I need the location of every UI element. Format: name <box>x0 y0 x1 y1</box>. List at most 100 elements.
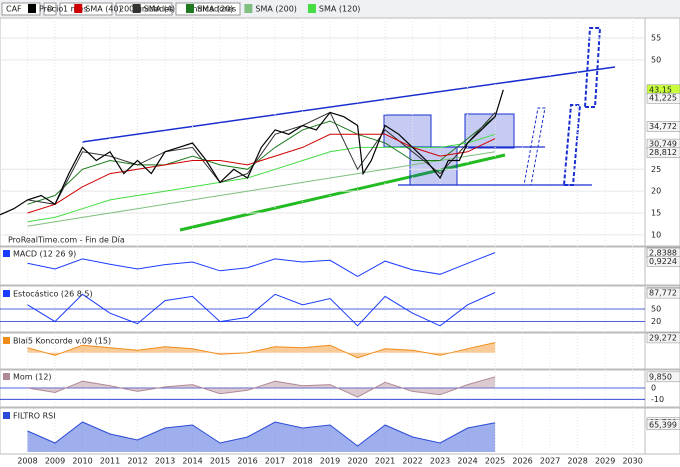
units[interactable]: 200 unidades <box>119 5 173 14</box>
panel-icon <box>3 412 10 419</box>
mode-box[interactable] <box>43 2 57 16</box>
x-tick-label: 2027 <box>540 457 560 466</box>
price-tag-label: 9,850 <box>649 372 672 381</box>
y-tick-label: 20 <box>651 187 661 196</box>
price-tag <box>646 419 680 431</box>
y-tick-label: 15 <box>651 209 661 218</box>
x-tick-label: 2010 <box>72 457 92 466</box>
x-tick-label: 2028 <box>567 457 587 466</box>
panel-icon <box>3 373 10 380</box>
watermark: ProRealTime.com - Fin de Día <box>8 236 125 245</box>
panel <box>0 332 680 371</box>
y-tick-label: 55 <box>651 33 661 42</box>
panel-icon <box>3 337 10 344</box>
price-tag <box>646 121 680 132</box>
legend-swatch <box>28 4 36 13</box>
x-tick-label: 2030 <box>622 457 642 466</box>
x-tick-label: 2015 <box>210 457 230 466</box>
line <box>27 421 496 447</box>
indicators[interactable]: Indicadores <box>190 5 236 14</box>
area <box>27 422 496 452</box>
price-tag-label: 0,9224 <box>649 257 677 266</box>
line <box>27 133 496 223</box>
legend-swatch <box>307 4 316 13</box>
box <box>464 113 515 149</box>
line <box>27 252 496 277</box>
price-tag <box>646 92 680 104</box>
panel <box>0 407 680 455</box>
trend-line <box>81 66 616 143</box>
legend-swatch <box>132 4 141 13</box>
x-tick-label: 2017 <box>265 457 285 466</box>
x-tick-label: 2011 <box>100 457 120 466</box>
legend-label: SMA (20) <box>197 5 233 14</box>
x-tick-label: 2019 <box>320 457 340 466</box>
price-tag-label: 41,225 <box>649 94 677 103</box>
legend-label: Precio <box>39 5 63 14</box>
price-tag <box>646 287 680 299</box>
panel-icon <box>3 290 10 297</box>
line <box>27 376 496 398</box>
panel-title: FILTRO RSI <box>13 412 56 421</box>
price-tag-label: 30,749 <box>649 140 677 149</box>
line <box>27 116 496 205</box>
price-tag <box>646 332 680 344</box>
x-tick-label: 2009 <box>45 457 65 466</box>
x-tick-label: 2029 <box>595 457 615 466</box>
projection <box>583 27 602 108</box>
box <box>383 114 432 148</box>
line <box>27 292 496 327</box>
line <box>0 89 504 216</box>
price-tag <box>646 147 680 158</box>
panel <box>0 245 680 286</box>
legend-label: SMA (4) <box>144 5 175 14</box>
panel-title: Mom (12) <box>13 373 52 382</box>
symbol[interactable]: CAF <box>6 5 22 14</box>
legend-swatch <box>74 4 83 13</box>
price-tag <box>646 371 680 383</box>
panel <box>0 17 680 248</box>
x-tick-label: 2020 <box>347 457 367 466</box>
price-tag-label: 87,772 <box>649 289 677 298</box>
projection <box>562 104 582 186</box>
y-tick-label: 50 <box>651 305 661 314</box>
legend-label: SMA (120) <box>319 5 361 14</box>
x-tick-label: 2013 <box>155 457 175 466</box>
x-tick-label: 2012 <box>127 457 147 466</box>
panel <box>0 368 680 408</box>
x-tick-label: 2016 <box>237 457 257 466</box>
x-tick-label: 2008 <box>17 457 37 466</box>
line <box>27 133 496 214</box>
legend-label: SMA (200) <box>255 5 297 14</box>
x-tick-label: 2026 <box>512 457 532 466</box>
x-tick-label: 2021 <box>375 457 395 466</box>
y-tick-label: -10 <box>651 395 664 404</box>
period-box[interactable] <box>59 2 113 16</box>
y-tick-label: 0 <box>651 384 656 393</box>
price-tag-label: 43,15 <box>649 85 672 94</box>
projection <box>523 107 546 186</box>
panel-icon <box>3 250 10 257</box>
price-tag-label: 28,812 <box>649 148 677 157</box>
x-tick-label: 2025 <box>485 457 505 466</box>
y-tick-label: 20 <box>651 317 661 326</box>
price-tag-label: 65,399 <box>649 420 677 429</box>
legend-swatch <box>244 4 253 13</box>
units-box[interactable] <box>115 2 173 16</box>
line <box>27 342 496 359</box>
legend-label: SMA (40) <box>85 5 121 14</box>
price-tag-label: 34,772 <box>649 122 677 131</box>
mode[interactable]: D <box>47 5 53 14</box>
support-line <box>179 153 506 232</box>
y-tick-label: 10 <box>651 230 661 239</box>
panel-title: MACD (12 26 9) <box>13 250 76 259</box>
area <box>27 376 496 398</box>
legend-swatch <box>185 4 194 13</box>
price-tag <box>646 256 680 267</box>
y-tick-label: 25 <box>651 165 661 174</box>
annotations <box>81 27 616 232</box>
line <box>27 151 496 227</box>
x-tick-label: 2024 <box>457 457 477 466</box>
x-tick-label: 2023 <box>430 457 450 466</box>
